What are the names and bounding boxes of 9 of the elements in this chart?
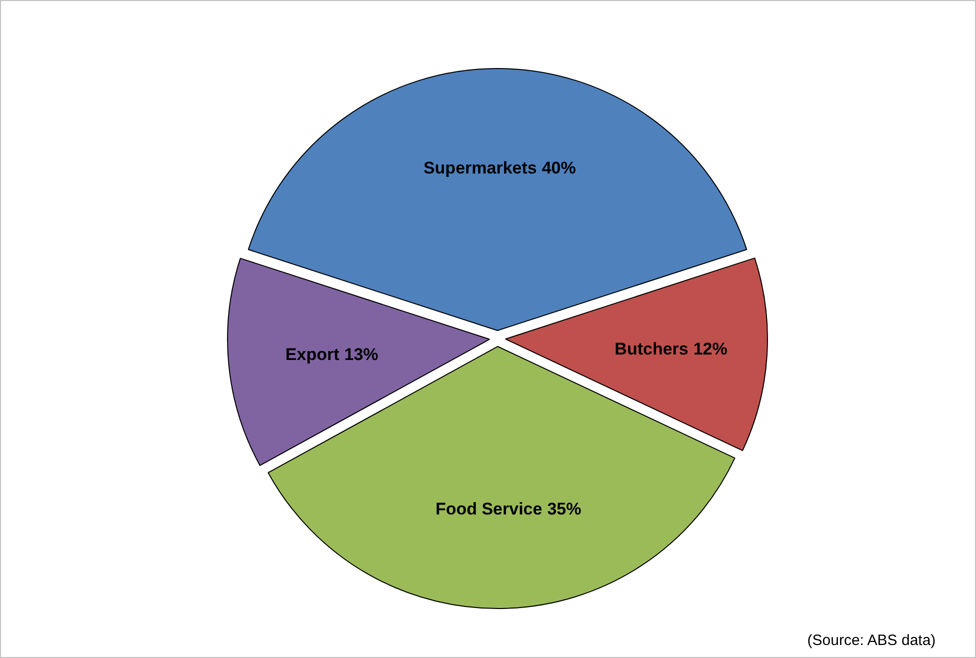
data-label: 13% [344, 345, 378, 364]
slice-label: Supermarkets [423, 158, 537, 178]
data-label: 40% [542, 158, 576, 178]
text: (Source: ABS data) [807, 632, 936, 649]
slice-label: Butchers [614, 340, 688, 359]
data-label: 35% [547, 499, 582, 518]
slice-label: Food Service [435, 499, 542, 518]
data-label: 12% [693, 340, 728, 359]
slice-label: Export [285, 345, 340, 364]
